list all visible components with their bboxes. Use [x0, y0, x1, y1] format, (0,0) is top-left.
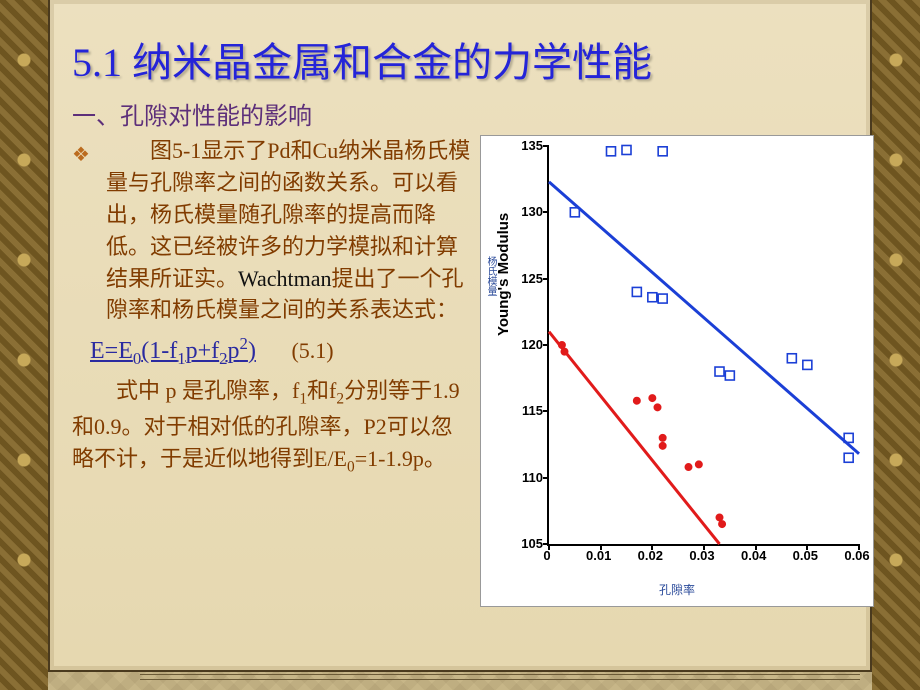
subheading: 一、孔隙对性能的影响: [72, 96, 856, 131]
chart-column: 杨氏模量 Young's Modulus 孔隙率 105110115120125…: [472, 135, 874, 607]
x-tick-label: 0.05: [793, 548, 818, 563]
paragraph-2a: 式中 p 是孔隙率，f: [116, 378, 299, 403]
formula: E=E0(1-f1p+f2p2): [90, 332, 256, 371]
wachtman-name: Wachtman: [238, 266, 332, 291]
ornament-strip-right: [872, 0, 920, 690]
x-tick-label: 0: [543, 548, 550, 563]
y-tick-label: 105: [519, 536, 543, 551]
bullet-icon: ❖: [72, 141, 90, 170]
plot-svg: [549, 146, 859, 544]
ornament-strip-left: [0, 0, 48, 690]
slide-content: 5.1 纳米晶金属和合金的力学性能 一、孔隙对性能的影响 ❖ 图5-1显示了Pd…: [54, 0, 866, 666]
y-axis-label-en: Young's Modulus: [495, 213, 512, 336]
chart-box: 杨氏模量 Young's Modulus 孔隙率 105110115120125…: [480, 135, 874, 607]
x-axis-label-cn: 孔隙率: [481, 581, 873, 598]
paragraph-2: 式中 p 是孔隙率，f1和f2分别等于1.9和0.9。对于相对低的孔隙率，P2可…: [72, 375, 472, 478]
y-tick-label: 125: [519, 271, 543, 286]
footer-rule: [140, 674, 860, 680]
y-tick-label: 135: [519, 138, 543, 153]
paragraph-2b: 和f: [307, 378, 336, 403]
y-tick-label: 120: [519, 337, 543, 352]
paragraph-2d: =1-1.9p。: [355, 446, 446, 471]
paragraph-1: 图5-1显示了Pd和Cu纳米晶杨氏模量与孔隙率之间的函数关系。可以看出，杨氏模量…: [106, 135, 472, 326]
x-tick-label: 0.06: [844, 548, 869, 563]
x-tick-label: 0.02: [638, 548, 663, 563]
x-tick-label: 0.01: [586, 548, 611, 563]
x-tick-label: 0.03: [689, 548, 714, 563]
y-tick-label: 130: [519, 204, 543, 219]
formula-number: (5.1): [291, 338, 333, 363]
y-tick-label: 115: [519, 403, 543, 418]
formula-row: E=E0(1-f1p+f2p2) (5.1): [72, 326, 472, 375]
plot-area: [547, 146, 859, 546]
y-tick-label: 110: [519, 470, 543, 485]
text-column: ❖ 图5-1显示了Pd和Cu纳米晶杨氏模量与孔隙率之间的函数关系。可以看出，杨氏…: [72, 135, 472, 607]
x-tick-label: 0.04: [741, 548, 766, 563]
slide-title: 5.1 纳米晶金属和合金的力学性能: [72, 30, 856, 88]
